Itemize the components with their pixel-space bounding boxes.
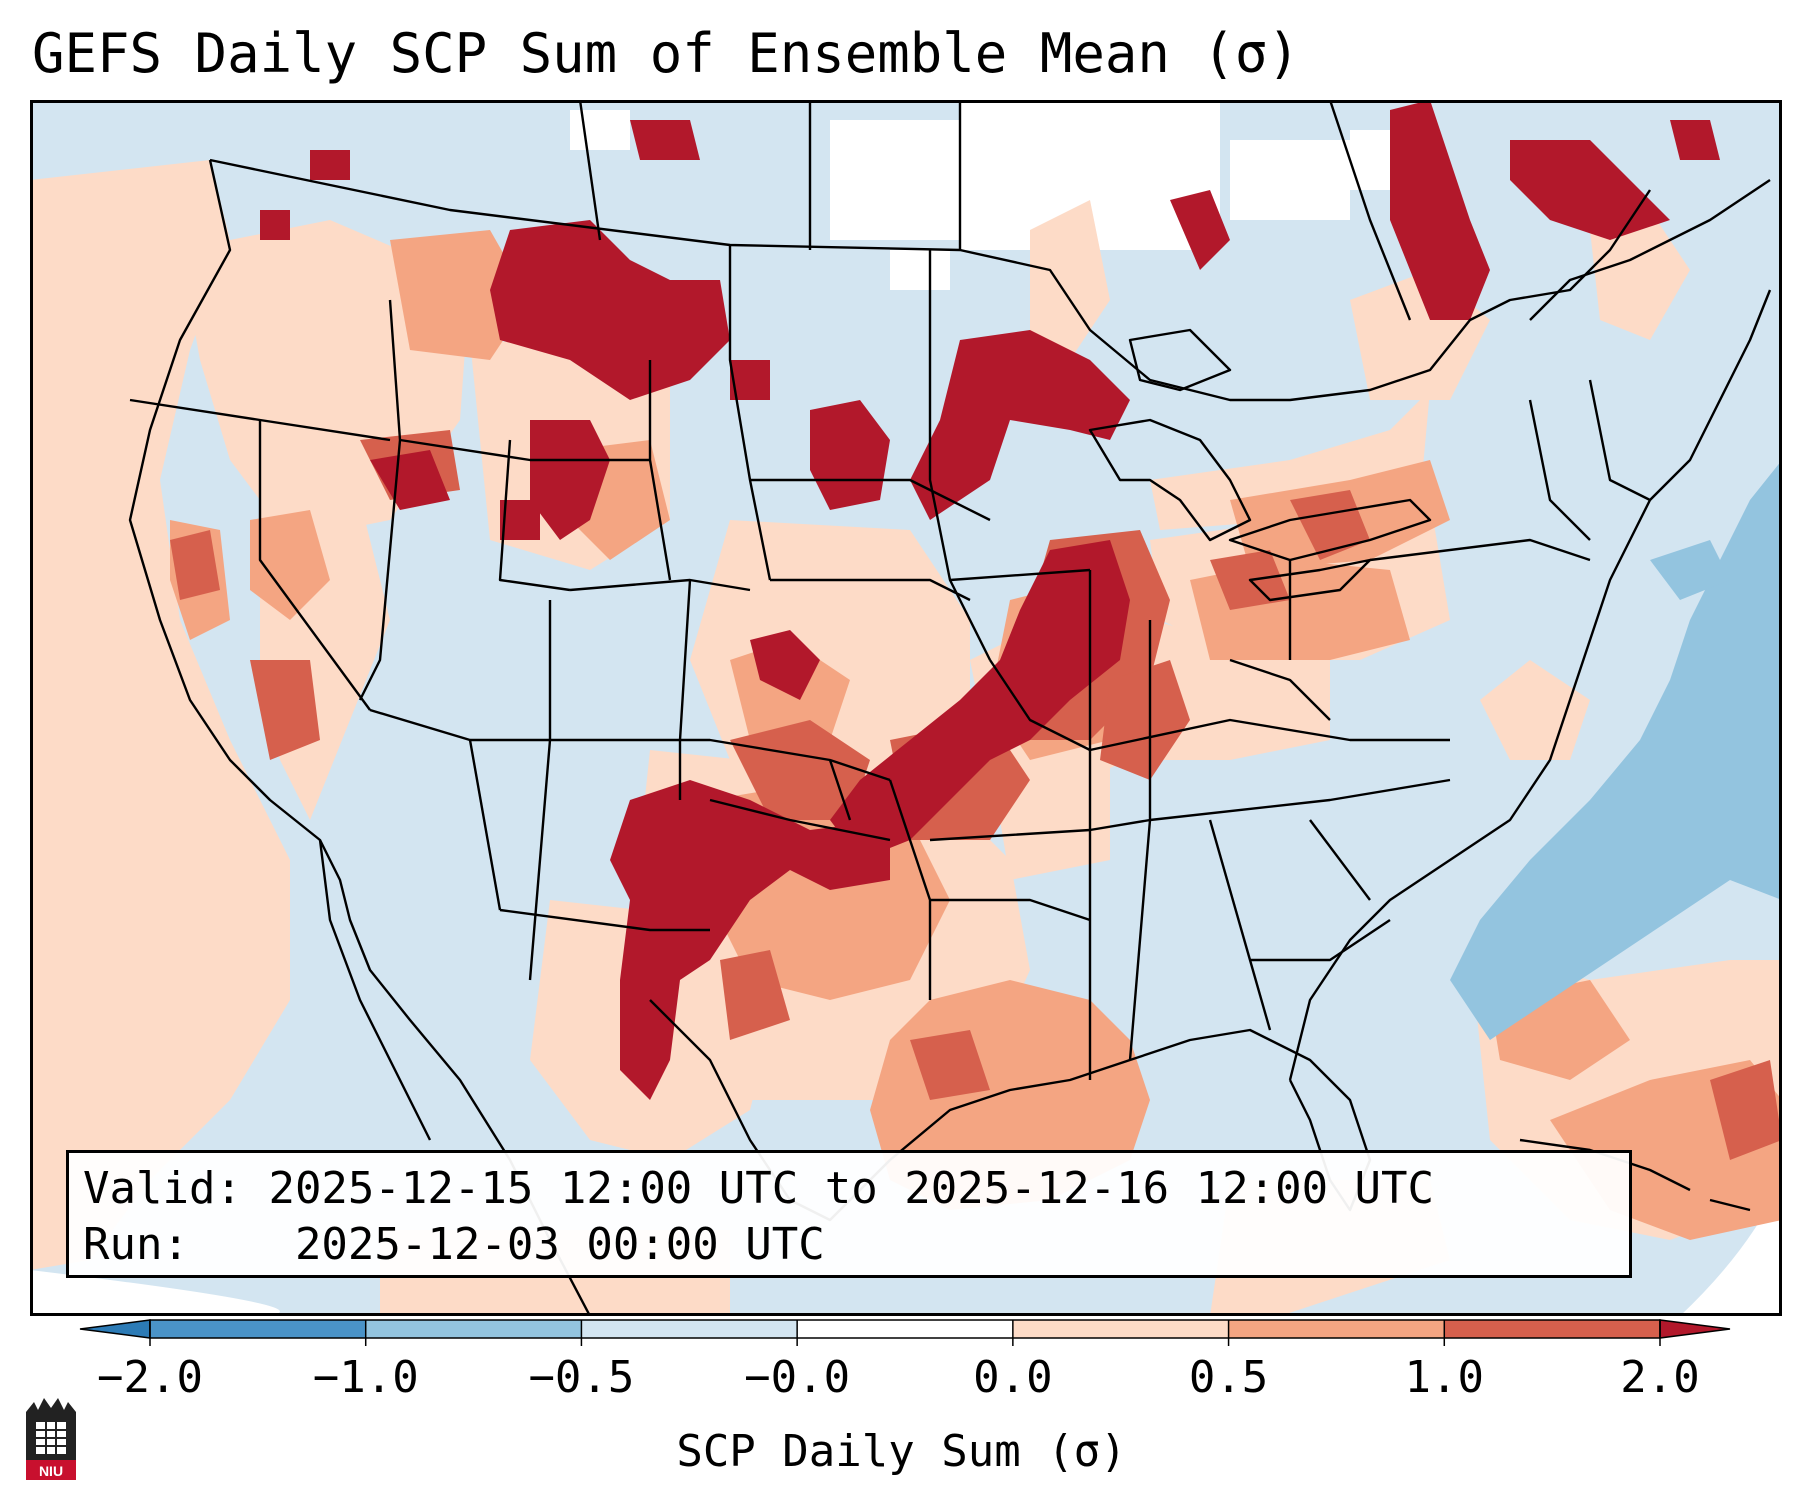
region-atlantic-offshore [1450, 460, 1782, 1040]
valid-line: Valid: 2025-12-15 12:00 UTC to 2025-12-1… [83, 1161, 1615, 1217]
colorbar-segment [365, 1320, 582, 1338]
chart-title: GEFS Daily SCP Sum of Ensemble Mean (σ) [32, 22, 1300, 85]
colorbar-tick-label: −0.5 [528, 1352, 634, 1396]
map-panel [30, 100, 1782, 1316]
run-value: 2025-12-03 00:00 UTC [294, 1219, 825, 1270]
colorbar-tick-label: −1.0 [313, 1352, 419, 1396]
colorbar-segment [1012, 1320, 1229, 1338]
run-label: Run: [83, 1219, 189, 1270]
colorbar-segment [150, 1320, 366, 1338]
map-boundaries [128, 100, 1772, 1316]
colorbar-segment [581, 1320, 798, 1338]
valid-value: 2025-12-15 12:00 UTC to 2025-12-16 12:00… [268, 1163, 1435, 1214]
logo-text: NIU [39, 1463, 63, 1479]
colorbar-segment [797, 1320, 1013, 1338]
colorbar-tick-label: 1.0 [1405, 1352, 1484, 1396]
colorbar-tick-label: −0.0 [744, 1352, 850, 1396]
projection-edge-fill [30, 1270, 280, 1316]
info-box: Valid: 2025-12-15 12:00 UTC to 2025-12-1… [66, 1150, 1632, 1278]
region-western-oklahoma-north-texas [610, 780, 890, 1100]
colorbar-tick-label: 0.5 [1189, 1352, 1268, 1396]
region-montana-high-plains [490, 220, 730, 400]
colorbar-segment [1228, 1320, 1445, 1338]
region-quebec-ontario [1390, 100, 1490, 320]
projection-edge-fill-right [1680, 1180, 1782, 1316]
colorbar-tick-label: 2.0 [1620, 1352, 1699, 1396]
colorbar: −2.0 −1.0 −0.5 −0.0 0.0 0.5 1.0 2.0 [79, 1319, 1731, 1396]
colorbar-label: SCP Daily Sum (σ) [676, 1426, 1127, 1477]
region-very-high [260, 100, 1720, 1100]
map-frame [30, 100, 1782, 1316]
colorbar-segment [1444, 1320, 1660, 1338]
colorbar-extend-low [79, 1319, 151, 1339]
region-ozarks-to-ohio-valley-corridor [830, 540, 1130, 860]
region-south-dakota-nebraska [810, 400, 890, 510]
run-line: Run: 2025-12-03 00:00 UTC [83, 1217, 1615, 1273]
niu-logo: NIU [26, 1398, 76, 1480]
colorbar-tick-label: 0.0 [973, 1352, 1052, 1396]
valid-label: Valid: [83, 1163, 242, 1214]
colorbar-extend-high [1659, 1319, 1731, 1339]
region-northern-plains-canada [570, 100, 1410, 290]
colorbar-tick-label: −2.0 [97, 1352, 203, 1396]
